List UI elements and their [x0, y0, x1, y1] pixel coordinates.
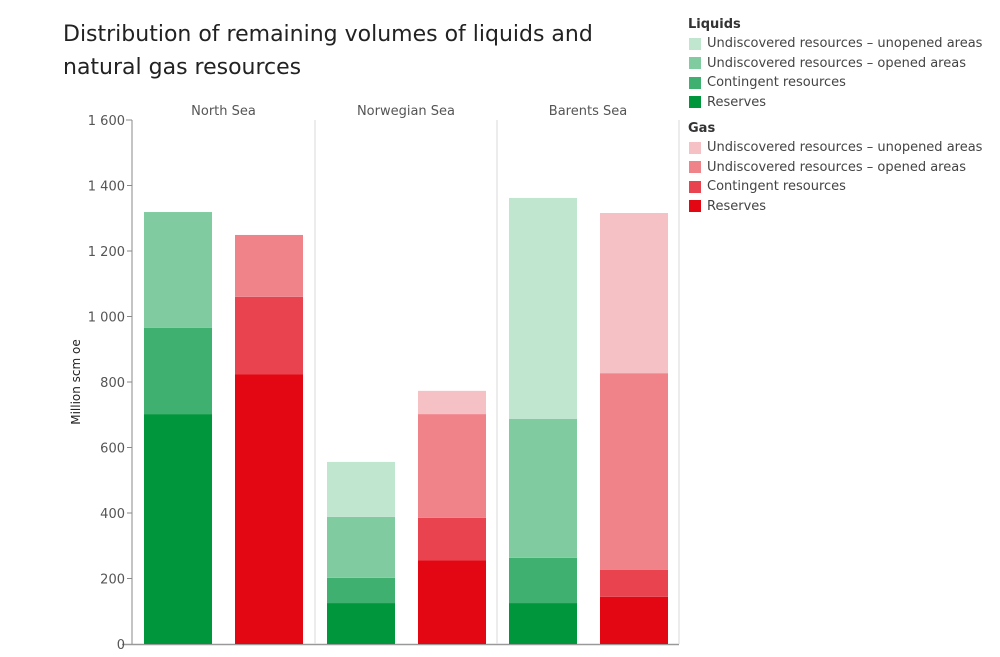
- legend-label: Contingent resources: [707, 75, 846, 91]
- chart-title: Distribution of remaining volumes of liq…: [63, 22, 593, 80]
- legend-item[interactable]: Reserves: [688, 93, 982, 113]
- bar-segment-gas-contingent-resources[interactable]: [235, 296, 303, 375]
- legend-swatch: [689, 76, 701, 89]
- legend-item[interactable]: Undiscovered resources – unopened areas: [688, 34, 982, 54]
- legend-group-title: Liquids: [688, 17, 741, 32]
- bar-segment-liquids-reserves[interactable]: [327, 603, 395, 644]
- y-tick-label: 1 000: [88, 311, 125, 326]
- y-axis-title: Million scm oe: [69, 339, 83, 425]
- legend-swatch: [689, 200, 701, 213]
- bar-segment-liquids-undiscovered-resources-opened-areas[interactable]: [327, 516, 395, 578]
- bars: [144, 197, 668, 644]
- bar-segment-gas-undiscovered-resources-unopened-areas[interactable]: [600, 213, 668, 374]
- legend-swatch: [689, 57, 701, 70]
- bar-segment-gas-reserves[interactable]: [235, 374, 303, 644]
- y-tick-label: 1 200: [88, 245, 125, 260]
- legend-label: Undiscovered resources – unopened areas: [707, 36, 983, 52]
- legend-group-liquids: Liquids Undiscovered resources – unopene…: [688, 15, 982, 112]
- bar-segment-gas-reserves[interactable]: [600, 596, 668, 644]
- bar-segment-liquids-undiscovered-resources-unopened-areas[interactable]: [509, 197, 577, 420]
- legend-label: Undiscovered resources – opened areas: [707, 159, 966, 175]
- bar-segment-liquids-undiscovered-resources-opened-areas[interactable]: [144, 212, 212, 328]
- legend-item[interactable]: Undiscovered resources – opened areas: [688, 54, 982, 74]
- legend-label: Undiscovered resources – unopened areas: [707, 140, 983, 156]
- facet-label: Barents Sea: [549, 104, 627, 119]
- y-tick-label: 600: [100, 442, 125, 457]
- legend-item[interactable]: Undiscovered resources – unopened areas: [688, 138, 982, 158]
- legend-label: Reserves: [707, 198, 767, 214]
- y-axis: 0 200 400 600 800 1 000 1 200 1 400 1 600: [88, 114, 679, 653]
- legend-swatch: [689, 37, 701, 50]
- bar-segment-gas-reserves[interactable]: [418, 560, 486, 644]
- y-tick-label: 200: [100, 573, 125, 588]
- legend-swatch: [689, 141, 701, 154]
- legend-label: Undiscovered resources – opened areas: [707, 55, 966, 71]
- legend-label: Reserves: [707, 94, 767, 110]
- bar-segment-gas-undiscovered-resources-opened-areas[interactable]: [235, 234, 303, 297]
- legend-item[interactable]: Reserves: [688, 197, 982, 217]
- legend-item[interactable]: Undiscovered resources – opened areas: [688, 158, 982, 178]
- y-tick-label: 1 600: [88, 114, 125, 129]
- bar-segment-liquids-undiscovered-resources-opened-areas[interactable]: [509, 419, 577, 558]
- bar-segment-gas-contingent-resources[interactable]: [600, 569, 668, 597]
- bar-segment-liquids-contingent-resources[interactable]: [327, 577, 395, 604]
- bar-segment-gas-contingent-resources[interactable]: [418, 517, 486, 561]
- bar-segment-gas-undiscovered-resources-unopened-areas[interactable]: [418, 390, 486, 415]
- bar-segment-liquids-contingent-resources[interactable]: [509, 557, 577, 604]
- facet-panels: North Sea Norwegian Sea Barents Sea: [191, 104, 680, 644]
- bar-segment-gas-undiscovered-resources-opened-areas[interactable]: [418, 414, 486, 518]
- legend-swatch: [689, 96, 701, 109]
- legend-label: Contingent resources: [707, 179, 846, 195]
- legend-group-gas: Gas Undiscovered resources – unopened ar…: [688, 119, 982, 216]
- bar-segment-liquids-undiscovered-resources-unopened-areas[interactable]: [327, 461, 395, 517]
- legend-swatch: [689, 180, 701, 193]
- bar-segment-gas-undiscovered-resources-opened-areas[interactable]: [600, 373, 668, 570]
- y-tick-label: 1 400: [88, 180, 125, 195]
- y-tick-label: 0: [117, 638, 125, 653]
- facet-label: North Sea: [191, 104, 256, 119]
- bar-segment-liquids-reserves[interactable]: [509, 603, 577, 644]
- legend-swatch: [689, 161, 701, 174]
- y-tick-label: 800: [100, 376, 125, 391]
- y-tick-label: 400: [100, 507, 125, 522]
- legend: Liquids Undiscovered resources – unopene…: [688, 15, 982, 216]
- bar-segment-liquids-contingent-resources[interactable]: [144, 327, 212, 415]
- legend-group-title: Gas: [688, 121, 716, 136]
- facet-label: Norwegian Sea: [357, 104, 455, 119]
- legend-item[interactable]: Contingent resources: [688, 177, 982, 197]
- bar-segment-liquids-reserves[interactable]: [144, 414, 212, 644]
- legend-item[interactable]: Contingent resources: [688, 73, 982, 93]
